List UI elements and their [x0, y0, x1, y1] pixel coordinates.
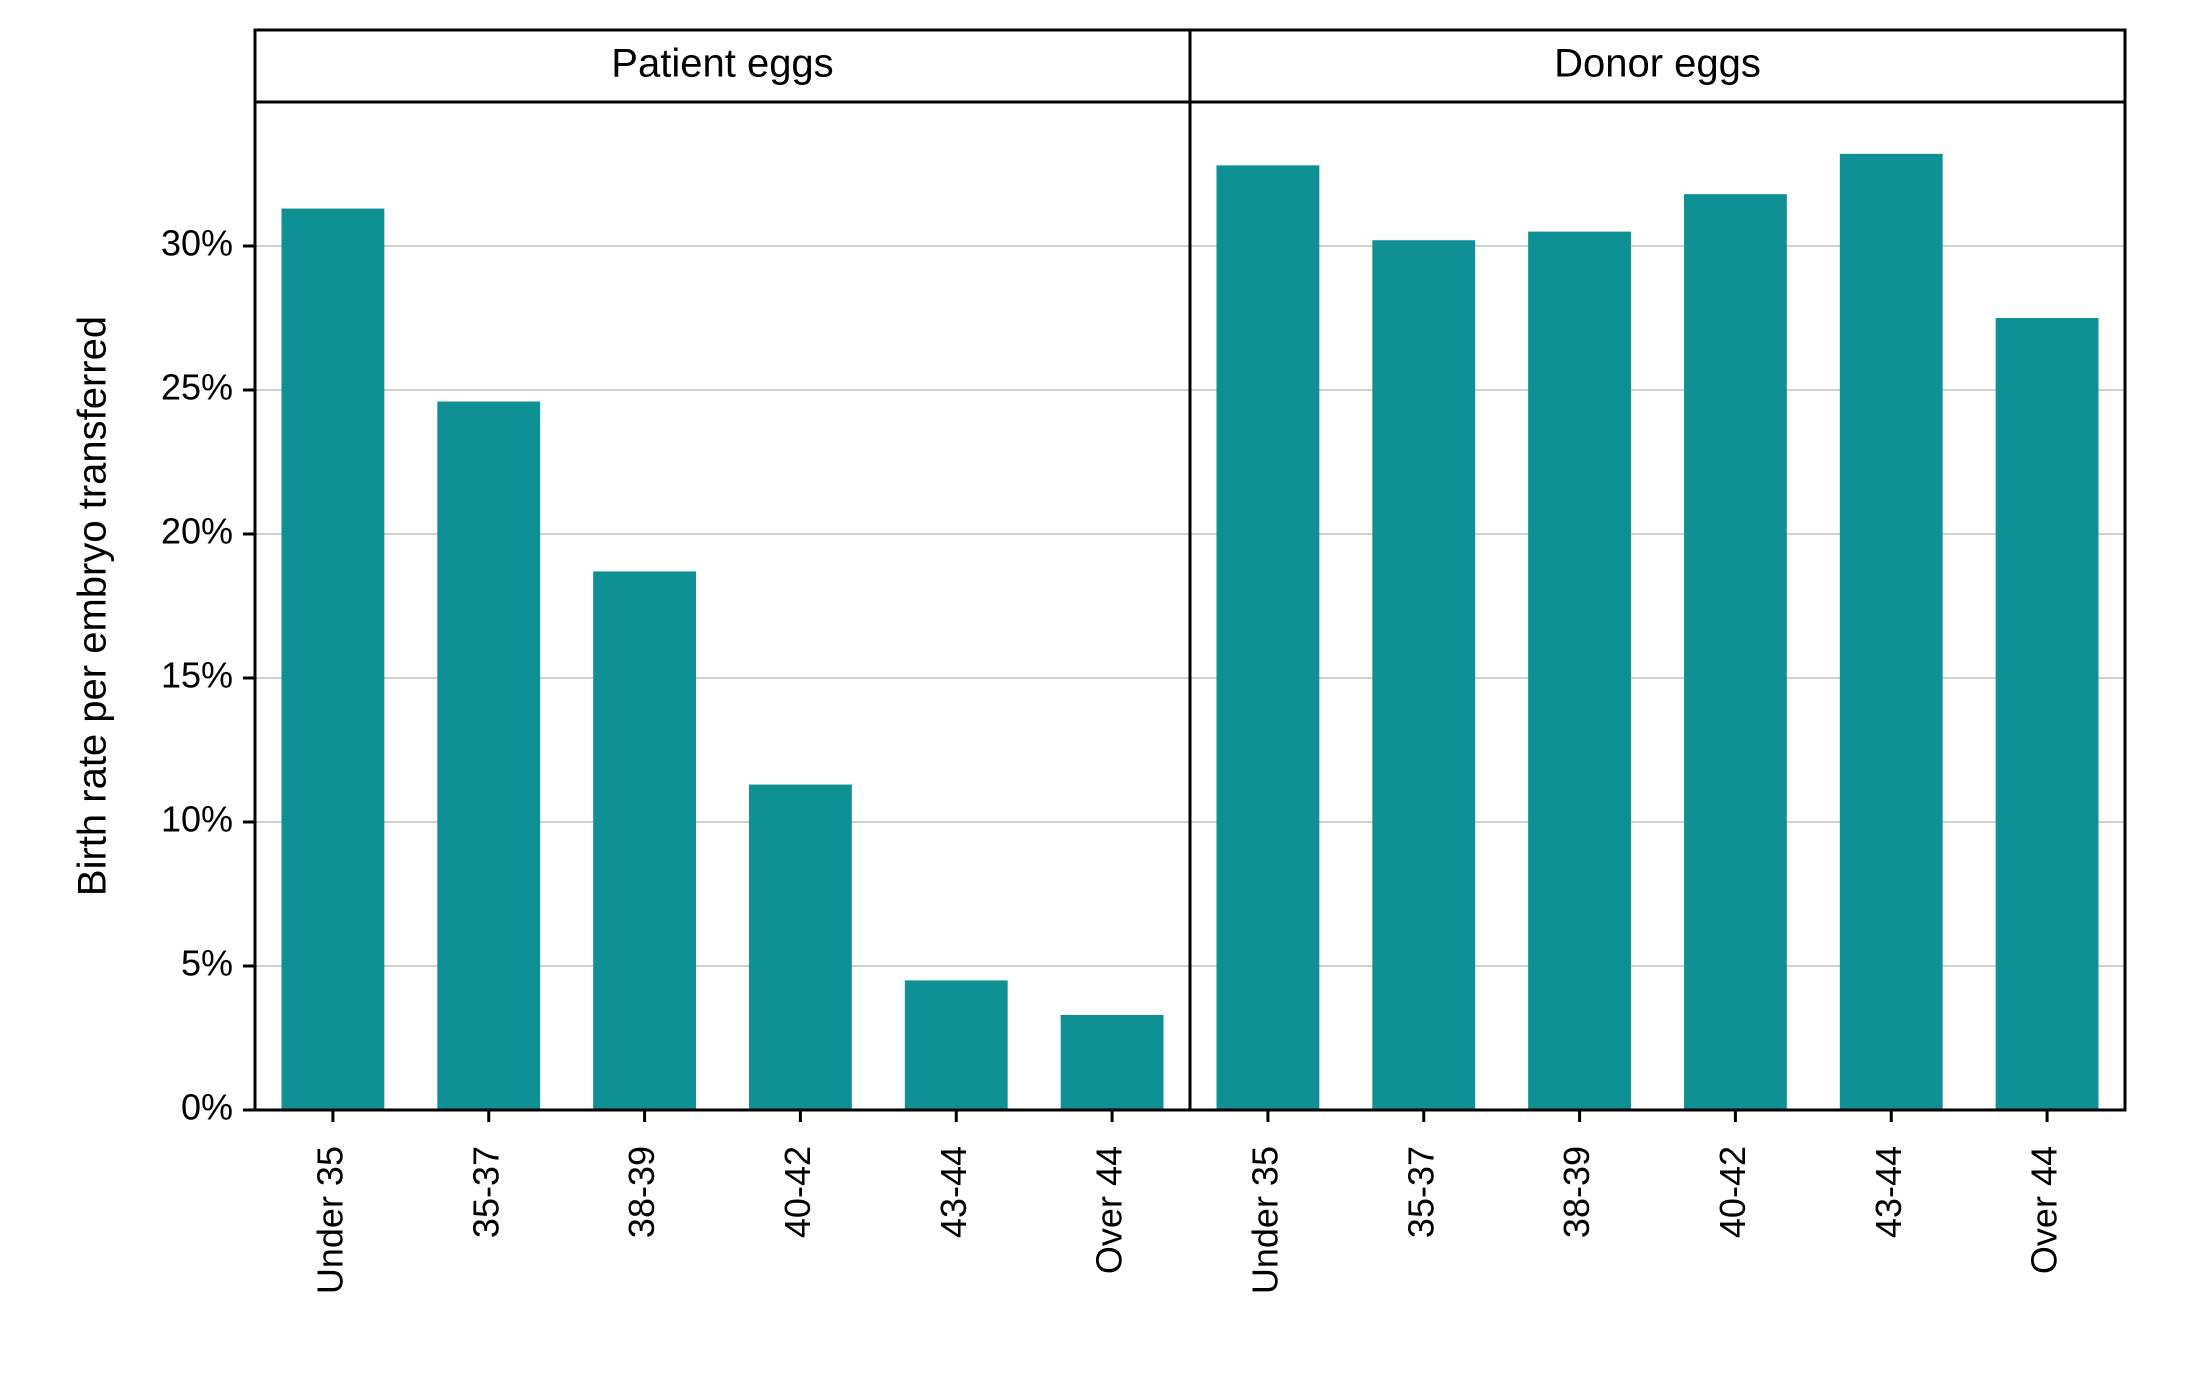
x-tick-label: 35-37 — [1400, 1146, 1441, 1238]
y-tick-label: 10% — [161, 799, 233, 840]
bar — [1996, 318, 2099, 1110]
x-tick-label: 40-42 — [777, 1146, 818, 1238]
x-tick-label: Under 35 — [309, 1146, 350, 1294]
x-tick-label: Under 35 — [1244, 1146, 1285, 1294]
y-tick-label: 5% — [181, 943, 233, 984]
y-tick-label: 0% — [181, 1087, 233, 1128]
x-tick-label: Over 44 — [2024, 1146, 2065, 1274]
x-tick-label: 38-39 — [1556, 1146, 1597, 1238]
bar — [1528, 232, 1631, 1110]
y-axis-label: Birth rate per embryo transferred — [71, 316, 115, 896]
x-tick-label: Over 44 — [1089, 1146, 1130, 1274]
bar — [593, 571, 696, 1110]
bar — [437, 402, 540, 1110]
x-tick-label: 40-42 — [1712, 1146, 1753, 1238]
x-tick-label: 35-37 — [465, 1146, 506, 1238]
birth-rate-chart: Patient eggs Donor eggs Under 35 35-37 38-39… — [0, 0, 2200, 1400]
bar — [1216, 165, 1319, 1110]
bar — [1061, 1015, 1164, 1110]
y-tick-label: 25% — [161, 367, 233, 408]
panel-title: Donor eggs — [1554, 42, 1761, 86]
y-tick-label: 30% — [161, 223, 233, 264]
chart-svg: Patient eggs Donor eggs Under 35 35-37 38-39… — [0, 0, 2200, 1400]
y-tick-label: 20% — [161, 511, 233, 552]
y-tick-label: 15% — [161, 655, 233, 696]
x-tick-label: 38-39 — [621, 1146, 662, 1238]
bar — [1840, 154, 1943, 1110]
bar — [749, 785, 852, 1110]
bar — [905, 980, 1008, 1110]
panel-title: Patient eggs — [611, 42, 833, 86]
bar — [1372, 240, 1475, 1110]
x-tick-label: 43-44 — [933, 1146, 974, 1238]
x-tick-label: 43-44 — [1868, 1146, 1909, 1238]
bar — [1684, 194, 1787, 1110]
bar — [281, 209, 384, 1110]
